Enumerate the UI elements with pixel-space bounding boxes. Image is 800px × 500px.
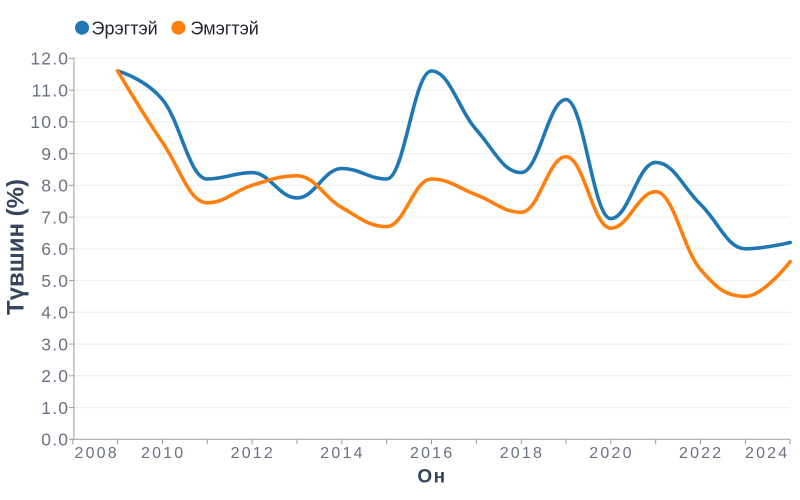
svg-text:8.0: 8.0 (41, 176, 69, 196)
svg-text:7.0: 7.0 (41, 208, 69, 228)
svg-text:6.0: 6.0 (41, 239, 69, 259)
svg-text:2016: 2016 (410, 445, 454, 462)
svg-text:1.0: 1.0 (41, 398, 69, 418)
svg-text:5.0: 5.0 (41, 271, 69, 291)
svg-text:2018: 2018 (500, 445, 544, 462)
svg-text:2008: 2008 (74, 445, 118, 462)
svg-text:4.0: 4.0 (41, 303, 69, 323)
svg-text:0.0: 0.0 (41, 430, 69, 450)
svg-text:Түвшин (%): Түвшин (%) (3, 179, 30, 315)
svg-text:2010: 2010 (141, 445, 185, 462)
svg-text:2022: 2022 (679, 445, 723, 462)
svg-text:10.0: 10.0 (30, 112, 69, 132)
svg-text:Он: Он (417, 466, 446, 487)
svg-text:12.0: 12.0 (30, 49, 69, 69)
svg-text:Эрэгтэй: Эрэгтэй (92, 18, 158, 38)
svg-text:3.0: 3.0 (41, 335, 69, 355)
svg-text:2024: 2024 (745, 445, 789, 462)
svg-text:2.0: 2.0 (41, 366, 69, 386)
svg-text:2014: 2014 (320, 445, 364, 462)
svg-text:Эмэгтэй: Эмэгтэй (191, 18, 259, 38)
svg-text:9.0: 9.0 (41, 144, 69, 164)
svg-text:11.0: 11.0 (32, 81, 70, 101)
svg-text:2020: 2020 (589, 445, 633, 462)
svg-text:2012: 2012 (231, 445, 275, 462)
